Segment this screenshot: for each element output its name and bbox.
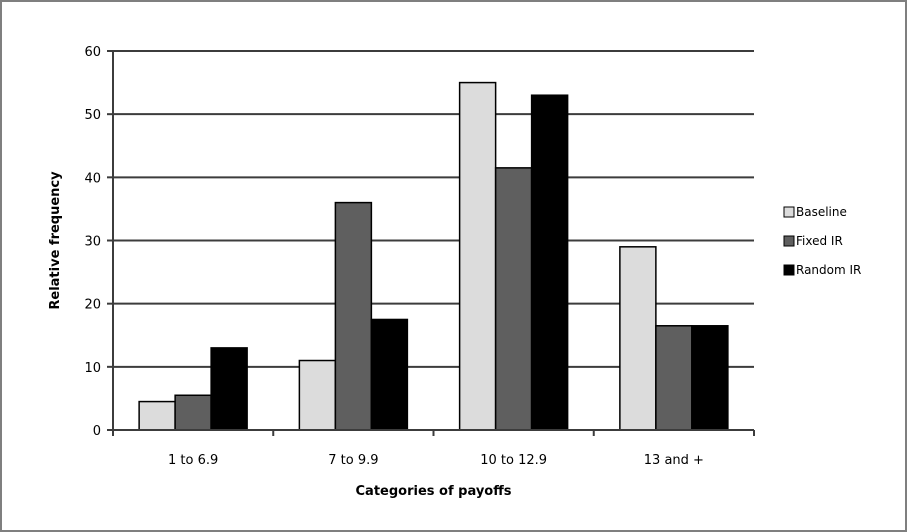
- legend-swatch: [783, 206, 795, 218]
- axes: 0 10 20 30 40 50 60 1 to 6.9 7 to 9.9 10 to 12.9 1…: [84, 45, 755, 468]
- bar-random-ir: [691, 325, 729, 431]
- x-tick-label: 10 to 12.9: [480, 453, 547, 468]
- bar-baseline: [458, 81, 497, 431]
- bar-fixed-ir: [655, 325, 693, 431]
- legend-label: Fixed IR: [796, 234, 843, 248]
- bar-fixed-ir: [334, 201, 373, 431]
- y-tick-label: 30: [84, 235, 101, 250]
- y-tick-label: 0: [93, 424, 101, 439]
- y-tick-label: 20: [84, 298, 101, 313]
- y-tick-label: 40: [84, 171, 101, 186]
- y-tick-label: 50: [84, 108, 101, 123]
- legend-swatch: [783, 264, 795, 276]
- gridlines: [113, 50, 754, 368]
- legend-label: Random IR: [796, 263, 861, 277]
- legend-label: Baseline: [796, 205, 847, 219]
- bar-fixed-ir: [494, 167, 533, 431]
- y-tick-label: 10: [84, 361, 101, 376]
- bar-random-ir: [370, 318, 409, 431]
- y-tick-label: 60: [84, 45, 101, 60]
- legend-swatch: [783, 235, 795, 247]
- x-tick-label: 1 to 6.9: [168, 453, 218, 468]
- bars: [138, 81, 729, 431]
- y-axis-title: Relative frequency: [48, 171, 63, 310]
- x-tick-label: 7 to 9.9: [328, 453, 378, 468]
- x-tick-label: 13 and +: [644, 453, 704, 468]
- bar-baseline: [138, 400, 176, 431]
- bar-fixed-ir: [174, 394, 212, 431]
- bar-random-ir: [210, 347, 248, 431]
- bar-baseline: [298, 359, 337, 431]
- x-axis-title: Categories of payoffs: [356, 484, 512, 499]
- bar-baseline: [619, 246, 657, 431]
- legend: Baseline Fixed IR Random IR: [783, 205, 861, 277]
- bar-random-ir: [530, 94, 569, 431]
